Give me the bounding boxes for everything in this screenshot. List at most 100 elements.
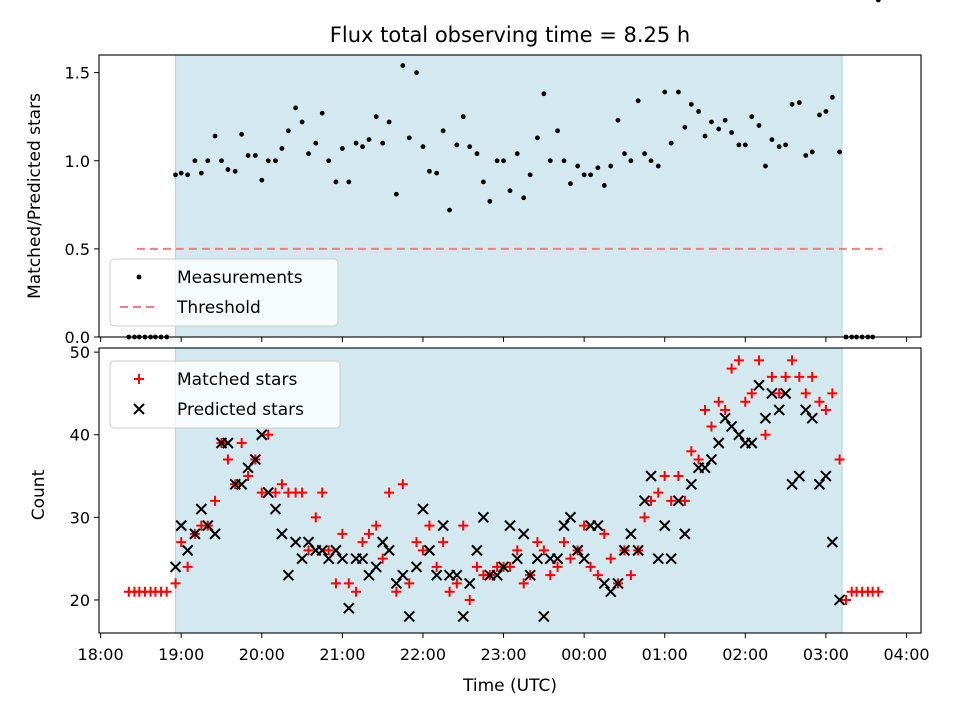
matched-star-point bbox=[740, 396, 751, 407]
measurement-point bbox=[400, 63, 406, 68]
measurement-point bbox=[198, 170, 204, 176]
measurement-point bbox=[279, 146, 285, 151]
measurement-point bbox=[676, 89, 681, 95]
matched-star-point bbox=[411, 537, 422, 548]
measurement-point bbox=[373, 114, 379, 120]
predicted-star-point bbox=[779, 387, 792, 400]
predicted-star-point bbox=[551, 552, 564, 565]
legend-measurements-label: Measurements bbox=[177, 268, 303, 288]
top-y-axis-label: Matched/Predicted stars bbox=[25, 93, 45, 299]
matched-star-point bbox=[666, 495, 677, 506]
matched-star-point bbox=[820, 404, 831, 415]
predicted-star-point bbox=[524, 569, 536, 581]
x-tick-label: 00:00 bbox=[561, 645, 607, 664]
predicted-star-point bbox=[343, 602, 355, 614]
top-frame bbox=[98, 54, 922, 338]
legend-predicted-marker bbox=[133, 403, 145, 415]
measurement-point bbox=[440, 128, 446, 134]
matched-star-point bbox=[599, 528, 610, 539]
matched-star-point bbox=[297, 487, 308, 498]
measurement-point bbox=[601, 183, 607, 188]
measurement-point bbox=[467, 144, 473, 150]
matched-star-point bbox=[814, 396, 825, 407]
matched-star-point bbox=[720, 404, 731, 415]
matched-star-point bbox=[471, 561, 482, 572]
matched-star-point bbox=[592, 570, 603, 581]
legend-threshold-label: Threshold bbox=[176, 298, 261, 318]
predicted-star-point bbox=[430, 569, 443, 581]
matched-star-point bbox=[323, 545, 334, 556]
x-tick-label: 18:00 bbox=[78, 645, 124, 664]
matched-star-point bbox=[841, 594, 852, 605]
predicted-star-point bbox=[578, 552, 590, 565]
x-tick-label: 20:00 bbox=[239, 645, 285, 664]
top-y-tick-label: 1.5 bbox=[65, 64, 90, 83]
matched-star-point bbox=[357, 537, 368, 548]
matched-star-point bbox=[444, 586, 455, 597]
measurement-point bbox=[434, 170, 440, 176]
measurement-point bbox=[527, 172, 533, 178]
predicted-star-point bbox=[685, 478, 698, 491]
legend-measurements-marker bbox=[136, 274, 142, 280]
measurement-point bbox=[333, 179, 339, 185]
bottom-legend: Matched stars Predicted stars bbox=[109, 360, 341, 429]
top-y-tick-label: 0.0 bbox=[65, 328, 90, 347]
measurement-point bbox=[245, 153, 251, 158]
matched-star-point bbox=[512, 545, 523, 556]
matched-star-point bbox=[713, 396, 724, 407]
matched-star-point bbox=[766, 371, 777, 382]
matched-star-point bbox=[754, 355, 765, 366]
measurement-point bbox=[386, 119, 392, 125]
measurement-point bbox=[588, 172, 593, 178]
predicted-star-point bbox=[766, 387, 778, 400]
top-legend-box bbox=[109, 258, 339, 327]
measurement-point bbox=[192, 158, 198, 164]
predicted-star-point bbox=[759, 412, 772, 424]
measurement-point bbox=[628, 158, 634, 164]
predicted-star-point bbox=[632, 544, 644, 557]
chart-title: Flux total observing time = 8.25 h bbox=[330, 23, 690, 47]
predicted-star-point bbox=[679, 528, 691, 540]
predicted-star-point bbox=[504, 519, 516, 532]
matched-star-point bbox=[605, 553, 616, 564]
matched-star-point bbox=[700, 404, 711, 415]
matched-star-point bbox=[276, 479, 287, 490]
predicted-star-point bbox=[773, 404, 785, 416]
predicted-star-point bbox=[262, 486, 274, 499]
measurement-point bbox=[682, 124, 688, 130]
x-tick-label: 04:00 bbox=[883, 645, 929, 664]
predicted-star-point bbox=[571, 544, 584, 557]
measurement-point bbox=[581, 172, 587, 178]
matched-star-point bbox=[625, 570, 636, 581]
predicted-star-point bbox=[719, 412, 731, 424]
predicted-star-point bbox=[618, 544, 631, 557]
bottom-y-tick-label: 40 bbox=[70, 426, 90, 445]
measurement-point bbox=[696, 109, 701, 114]
bottom-y-tick-label: 30 bbox=[70, 508, 90, 527]
predicted-star-point bbox=[417, 503, 429, 515]
predicted-star-point bbox=[249, 453, 262, 466]
matched-star-point bbox=[377, 553, 388, 564]
measurement-point bbox=[796, 100, 802, 105]
predicted-star-point bbox=[813, 478, 826, 491]
predicted-star-point bbox=[403, 610, 415, 623]
matched-star-point bbox=[351, 586, 362, 597]
measurement-point bbox=[575, 163, 581, 169]
measurement-point bbox=[716, 126, 722, 132]
matched-star-point bbox=[397, 479, 408, 490]
measurement-point bbox=[219, 158, 224, 164]
predicted-star-point bbox=[235, 478, 248, 491]
measurement-point bbox=[742, 142, 748, 148]
measurement-point bbox=[817, 112, 822, 118]
measurement-point bbox=[507, 188, 513, 194]
predicted-star-point bbox=[282, 569, 295, 581]
measurement-point bbox=[326, 158, 332, 164]
measurement-point bbox=[595, 165, 601, 171]
top-chart: 0.0 0.5 1.0 1.5 Flux total observing time =… bbox=[25, 0, 922, 347]
measurement-point bbox=[494, 158, 500, 164]
measurement-point bbox=[393, 191, 399, 197]
matched-star-point bbox=[726, 363, 737, 374]
matched-star-point bbox=[653, 487, 664, 498]
matched-star-point bbox=[787, 355, 798, 366]
matched-star-point bbox=[774, 388, 785, 399]
